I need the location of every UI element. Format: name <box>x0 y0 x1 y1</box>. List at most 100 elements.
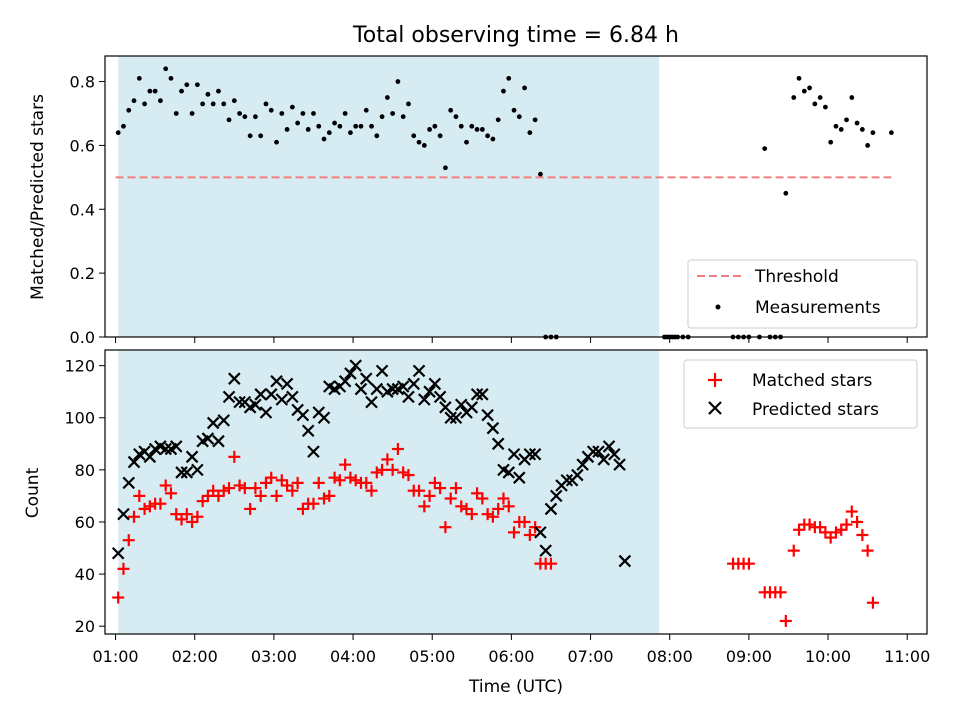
measurement-point <box>458 123 464 129</box>
matched-star-point <box>787 544 800 557</box>
predicted-star-point <box>254 388 267 401</box>
matched-star-point <box>523 528 536 541</box>
measurement-point <box>216 88 221 94</box>
matched-star-point <box>835 523 848 536</box>
matched-star-point <box>518 515 531 528</box>
measurement-point <box>295 120 301 126</box>
measurement-point <box>210 101 216 107</box>
matched-star-point <box>128 510 141 523</box>
matched-star-point <box>502 500 515 513</box>
predicted-star-point <box>428 377 442 391</box>
matched-star-point <box>492 502 505 515</box>
measurement-point <box>142 101 147 107</box>
measurement-point <box>828 139 834 145</box>
predicted-star-point <box>576 458 589 471</box>
predicted-star-point <box>296 408 310 422</box>
matched-star-point <box>286 484 299 497</box>
measurement-point <box>427 127 432 132</box>
x-tick-label: 10:00 <box>805 647 851 666</box>
measurement-point <box>511 107 517 113</box>
predicted-star-point <box>127 455 141 469</box>
predicted-star-point <box>212 434 225 448</box>
predicted-star-point <box>359 372 373 385</box>
measurement-point <box>801 88 807 94</box>
measurement-point <box>131 98 137 104</box>
matched-legend-swatch <box>708 373 722 387</box>
matched-star-point <box>254 489 267 502</box>
matched-star-point <box>339 458 352 471</box>
measurement-point <box>200 101 206 107</box>
predicted-star-point <box>117 507 130 521</box>
count-panel: 20 40 60 80 100 120 01:00 02:00 03:00 04:00 05:00… <box>23 349 930 697</box>
measurement-point <box>337 123 343 129</box>
ratio-panel: 0.00.20.40.60.8 Matched/Predicted stars … <box>28 55 928 347</box>
measurement-point <box>411 133 417 139</box>
x-tick-label: 03:00 <box>251 647 297 666</box>
measurement-point <box>126 107 132 113</box>
predicted-star-point <box>407 377 421 391</box>
predicted-star-point <box>513 471 526 484</box>
matched-star-point <box>307 497 320 510</box>
predicted-star-point <box>264 388 278 401</box>
predicted-star-point <box>476 388 489 401</box>
measurement-point <box>321 136 327 142</box>
measurement-point <box>516 114 522 120</box>
predicted-star-point <box>454 398 468 411</box>
matched-star-point <box>845 505 858 518</box>
predicted-star-point <box>486 421 500 435</box>
measurement-point <box>147 88 153 94</box>
measurement-point <box>247 133 253 139</box>
measurement-point <box>263 101 269 107</box>
y-tick-label: 0.8 <box>70 73 95 92</box>
matched-star-point <box>275 474 288 487</box>
y-tick-label: 80 <box>75 461 95 480</box>
predicted-star-point <box>418 393 431 406</box>
x-tick-label: 07:00 <box>567 647 613 666</box>
measurement-point <box>168 75 174 81</box>
predicted-star-point <box>549 489 563 503</box>
predicted-star-point <box>481 408 494 422</box>
ratio-y-axis-label: Matched/Predicted stars <box>28 94 48 300</box>
measurement-point <box>783 190 789 196</box>
ratio-legend-box <box>687 259 918 329</box>
predicted-star-point <box>307 445 320 458</box>
matched-star-point <box>217 484 230 497</box>
matched-star-point <box>249 482 262 495</box>
y-tick-label: 0.0 <box>70 328 95 347</box>
measurement-point <box>253 114 258 120</box>
predicted-legend-label: Predicted stars <box>752 400 879 420</box>
predicted-star-point <box>180 466 194 479</box>
measurement-point <box>237 111 242 116</box>
measurement-point <box>464 139 469 145</box>
measurement-point <box>274 139 279 145</box>
measurement-point <box>115 130 121 136</box>
matched-star-point <box>814 521 827 534</box>
predicted-star-point <box>439 401 452 414</box>
matched-star-point <box>365 484 378 497</box>
predicted-star-point <box>344 367 357 380</box>
matched-star-point <box>444 492 457 505</box>
predicted-star-point <box>201 432 215 445</box>
matched-star-point <box>312 476 325 489</box>
measurement-point <box>527 130 533 136</box>
matched-star-point <box>471 487 484 500</box>
matched-star-point <box>381 453 394 466</box>
measurement-point <box>194 82 200 88</box>
predicted-star-point <box>365 395 378 409</box>
predicted-star-point <box>338 374 352 388</box>
measurement-point <box>406 101 411 107</box>
measurement-point <box>152 88 158 94</box>
predicted-star-point <box>592 445 605 458</box>
predicted-star-point <box>159 442 172 456</box>
measurement-point <box>121 123 126 129</box>
measurement-point <box>311 111 316 116</box>
matched-star-point <box>133 489 146 502</box>
matched-star-point <box>397 466 410 479</box>
matched-star-point <box>455 500 468 513</box>
matched-star-point <box>856 528 869 541</box>
measurement-point <box>390 111 396 116</box>
x-tick-label: 02:00 <box>172 647 218 666</box>
predicted-star-point <box>191 463 204 477</box>
matched-star-point <box>486 510 499 523</box>
